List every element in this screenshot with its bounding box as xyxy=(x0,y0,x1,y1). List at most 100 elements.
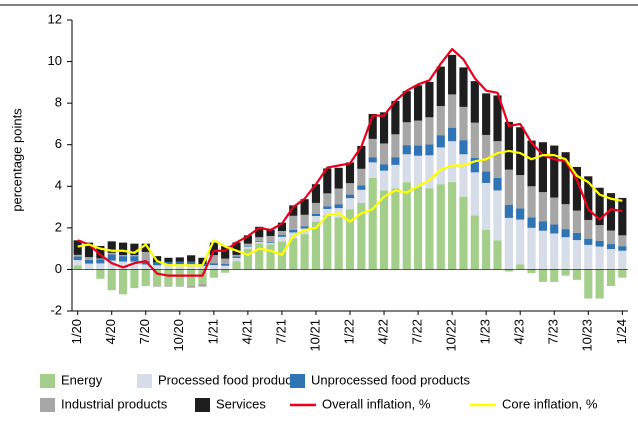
x-tick-label: 4/21 xyxy=(239,319,254,344)
bar-segment xyxy=(175,257,184,262)
bar-segment xyxy=(595,225,604,241)
bar-segment xyxy=(379,190,389,270)
bar-segment xyxy=(334,217,343,270)
bar-segment xyxy=(391,164,400,189)
legend-swatch xyxy=(40,398,55,412)
bar-segment xyxy=(153,265,162,270)
x-tick-label: 4/22 xyxy=(375,319,390,344)
bar-segment xyxy=(221,265,230,270)
bar-segment xyxy=(470,122,479,159)
bar-segment xyxy=(73,254,82,257)
y-tick-label: 2 xyxy=(55,219,62,234)
bar-segment xyxy=(334,188,343,205)
bar-segment xyxy=(300,214,309,227)
bar-segment xyxy=(561,237,570,270)
bar-segment xyxy=(413,120,423,146)
bar-segment xyxy=(459,196,468,270)
bar-segment xyxy=(107,252,116,255)
bar-segment xyxy=(504,121,513,170)
bar-segment xyxy=(618,250,627,270)
bar-segment xyxy=(538,192,547,222)
y-tick-label: 0 xyxy=(55,261,62,276)
bar-segment xyxy=(255,241,264,244)
bar-segment xyxy=(379,170,389,191)
bar-segment xyxy=(470,172,479,216)
bar-segment xyxy=(232,261,241,270)
bar-segment xyxy=(141,264,150,270)
x-tick-label: 10/20 xyxy=(171,319,186,352)
bar-segment xyxy=(572,240,582,270)
bar-segment xyxy=(96,269,105,279)
bar-segment xyxy=(323,168,332,194)
bar-segment xyxy=(527,217,536,228)
legend-label: Core inflation, % xyxy=(502,396,598,411)
legend-label: Unprocessed food products xyxy=(311,372,470,387)
bar-segment xyxy=(187,286,196,288)
bar-segment xyxy=(538,221,547,231)
bar-segment xyxy=(493,240,502,270)
bar-segment xyxy=(277,230,287,235)
bar-segment xyxy=(425,144,434,156)
bar-segment xyxy=(175,269,184,287)
bar-segment xyxy=(572,269,582,280)
bar-segment xyxy=(300,228,309,235)
bar-segment xyxy=(345,162,355,184)
bar-segment xyxy=(323,215,332,270)
bar-segment xyxy=(425,117,434,145)
bar-segment xyxy=(289,205,298,216)
bar-segment xyxy=(118,261,128,270)
bar-segment xyxy=(311,184,321,203)
bar-segment xyxy=(141,261,150,265)
bar-segment xyxy=(311,216,321,222)
bar-segment xyxy=(164,257,173,262)
bar-segment xyxy=(368,138,377,158)
bar-segment xyxy=(84,263,94,270)
bar-segment xyxy=(470,158,479,173)
bar-segment xyxy=(402,91,411,123)
bar-segment xyxy=(493,177,502,191)
bar-segment xyxy=(232,254,241,257)
bar-segment xyxy=(550,224,559,234)
bar-segment xyxy=(379,112,389,144)
bar-segment xyxy=(84,242,94,258)
bar-segment xyxy=(243,248,252,270)
bar-segment xyxy=(516,219,525,265)
bar-segment xyxy=(413,145,423,156)
bar-segment xyxy=(459,154,468,197)
bar-segment xyxy=(527,269,536,274)
bar-segment xyxy=(550,145,559,198)
bar-segment xyxy=(153,286,162,287)
bar-segment xyxy=(334,204,343,209)
bar-segment xyxy=(618,246,627,251)
bar-segment xyxy=(516,264,525,270)
bar-segment xyxy=(84,259,94,264)
bar-segment xyxy=(175,264,184,270)
bar-segment xyxy=(266,235,275,243)
bar-segment xyxy=(334,167,343,189)
bar-segment xyxy=(538,230,547,270)
bar-segment xyxy=(459,67,468,107)
bar-segment xyxy=(584,176,593,220)
bar-segment xyxy=(584,269,593,299)
line-series xyxy=(77,149,623,267)
bar-segment xyxy=(221,246,230,259)
bar-segment xyxy=(459,106,468,141)
bar-segment xyxy=(221,258,230,265)
y-tick-label: 6 xyxy=(55,136,62,151)
bar-segment xyxy=(470,215,479,270)
bar-segment xyxy=(153,269,162,287)
bar-segment xyxy=(96,259,105,264)
bar-segment xyxy=(153,262,162,266)
bar-segment xyxy=(300,234,309,270)
bar-segment xyxy=(561,152,570,205)
bar-segment xyxy=(175,286,184,287)
bar-segment xyxy=(266,229,275,236)
bar-segment xyxy=(493,190,502,241)
bar-segment xyxy=(606,244,616,250)
bar-segment xyxy=(470,81,479,123)
bar-segment xyxy=(96,258,105,260)
bar-segment xyxy=(504,269,513,272)
legend-label: Energy xyxy=(61,372,103,387)
bar-segment xyxy=(448,94,457,128)
bar-segment xyxy=(209,265,218,270)
